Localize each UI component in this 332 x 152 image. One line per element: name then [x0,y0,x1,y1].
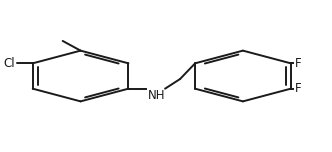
Text: F: F [294,82,301,95]
Text: Cl: Cl [3,57,15,70]
Text: F: F [294,57,301,70]
Text: NH: NH [147,89,165,102]
